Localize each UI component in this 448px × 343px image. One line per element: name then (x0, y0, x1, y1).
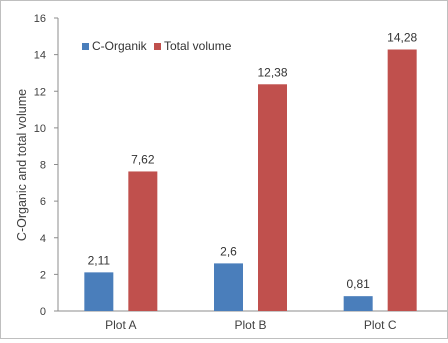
bar-chart: C-Organik Total volume C-Organic and tot… (15, 13, 447, 332)
legend-swatch-c-organik (82, 43, 89, 50)
y-tick-label: 4 (40, 233, 46, 245)
data-label: 12,38 (257, 65, 287, 79)
y-tick-label: 16 (34, 13, 46, 25)
legend-swatch-total-volume (154, 43, 161, 50)
y-tick-label: 8 (40, 160, 46, 172)
y-axis-label: C-Organic and total volume (15, 89, 29, 241)
legend: C-Organik Total volume (82, 39, 232, 53)
bar-total-volume-plot-b (258, 84, 287, 311)
y-tick-label: 10 (34, 123, 46, 135)
legend-label-c-organik: C-Organik (92, 39, 148, 53)
legend-label-total-volume: Total volume (164, 39, 232, 53)
y-tick-label: 14 (34, 50, 46, 62)
bar-c-organik-plot-b (214, 263, 243, 311)
y-tick-label: 2 (40, 269, 46, 281)
data-label: 2,6 (220, 244, 237, 258)
data-label: 2,11 (88, 253, 111, 267)
y-tick-label: 12 (34, 86, 46, 98)
bar-c-organik-plot-c (343, 296, 373, 311)
bar-c-organik-plot-a (84, 272, 114, 311)
data-label: 7,62 (131, 152, 155, 166)
bar-total-volume-plot-a (128, 171, 158, 311)
data-label: 14,28 (387, 30, 417, 44)
y-tick-label: 0 (40, 306, 46, 318)
y-tick-label: 6 (40, 196, 46, 208)
x-category-label: Plot B (234, 318, 266, 332)
data-label: 0,81 (346, 277, 370, 291)
x-category-label: Plot C (364, 318, 397, 332)
x-category-label: Plot A (105, 318, 136, 332)
bar-total-volume-plot-c (387, 49, 417, 312)
